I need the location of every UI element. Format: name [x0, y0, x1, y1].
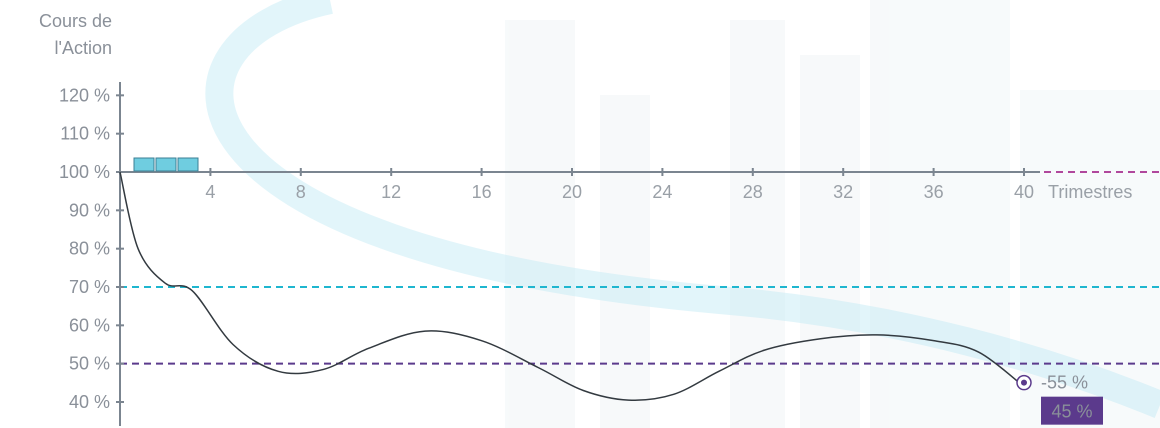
- final-value-badge: [1041, 396, 1103, 425]
- x-tick-label: 24: [652, 182, 672, 202]
- y-tick-label: 100 %: [59, 162, 110, 182]
- final-marker: -55 % 45 %: [1016, 373, 1103, 425]
- x-tick-label: 32: [833, 182, 853, 202]
- final-marker-dot: [1021, 379, 1027, 386]
- x-axis-title: Trimestres: [1048, 182, 1132, 202]
- y-tick-label: 40 %: [69, 392, 110, 412]
- y-tick-label: 50 %: [69, 354, 110, 374]
- y-ticks: 40 % 50 % 60 % 70 % 80 % 90 % 100 % 110 % 120 %: [59, 85, 124, 412]
- series-line: [119, 171, 1025, 401]
- observation-box: [177, 157, 199, 172]
- reference-lines: [120, 171, 1160, 365]
- x-ticks: 4 8 12 16 20 24 28 32 36 40: [205, 168, 1034, 202]
- y-tick-label: 110 %: [60, 124, 110, 144]
- y-tick-label: 80 %: [69, 239, 110, 259]
- x-tick-label: 4: [205, 182, 215, 202]
- x-tick-label: 8: [296, 182, 306, 202]
- x-tick-label: 16: [472, 182, 492, 202]
- y-axis-title-line-1: Cours de: [38, 11, 112, 31]
- x-tick-label: 20: [562, 182, 582, 202]
- observation-box: [133, 157, 155, 172]
- observation-boxes: [133, 157, 199, 172]
- final-change-label: -55 %: [1041, 373, 1088, 393]
- y-tick-label: 90 %: [69, 200, 110, 220]
- y-tick-label: 70 %: [69, 277, 110, 297]
- x-tick-label: 40: [1014, 182, 1034, 202]
- observation-box: [155, 157, 177, 172]
- y-axis-title: Cours de l'Action: [20, 8, 112, 62]
- y-tick-label: 60 %: [69, 315, 110, 335]
- y-axis-title-line-2: l'Action: [54, 38, 112, 58]
- x-tick-label: 28: [743, 182, 763, 202]
- x-tick-label: 12: [381, 182, 401, 202]
- x-tick-label: 36: [924, 182, 944, 202]
- final-value-badge-label: 45 %: [1051, 402, 1092, 422]
- y-tick-label: 120 %: [59, 85, 110, 105]
